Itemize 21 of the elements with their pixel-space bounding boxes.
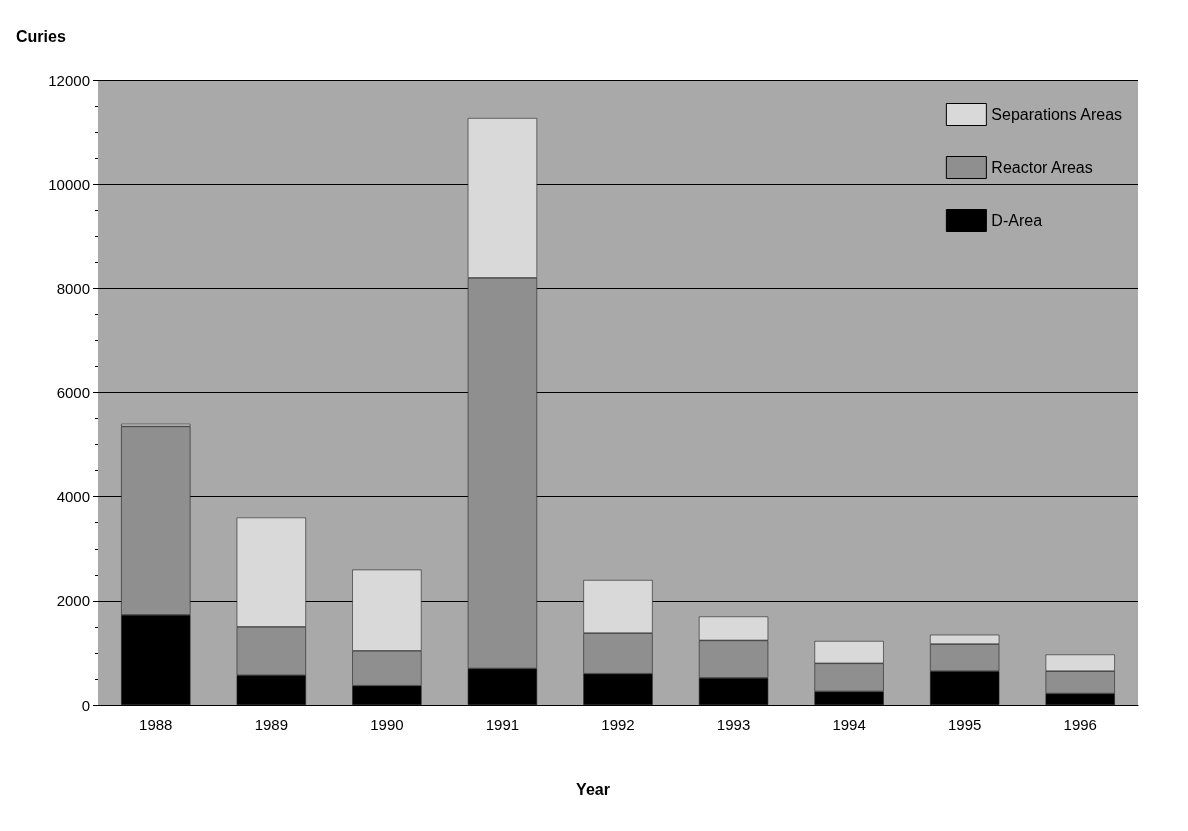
y-tick-label: 0 [81, 696, 90, 714]
y-tick-label: 8000 [56, 279, 90, 297]
x-tick-label: 1994 [832, 716, 866, 733]
x-tick-label: 1988 [139, 716, 173, 733]
y-tick-label: 6000 [56, 384, 90, 401]
x-tick-label: 1990 [370, 716, 404, 733]
x-tick-label: 1995 [947, 716, 982, 733]
x-tick-label: 1989 [254, 716, 289, 733]
legend-label: Separations Areas [991, 106, 1123, 123]
y-tick-label: 2000 [56, 592, 90, 610]
x-tick-label: 1991 [485, 716, 520, 733]
y-tick-label: 4000 [56, 488, 90, 506]
x-tick-label: 1993 [716, 716, 751, 733]
legend-label: Reactor Areas [991, 159, 1093, 176]
y-tick-label: 12000 [48, 71, 90, 89]
y-tick-label: 10000 [48, 175, 90, 193]
x-axis-title: Year [576, 780, 610, 798]
legend-label: D-Area [991, 212, 1043, 229]
x-tick-label: 1996 [1063, 716, 1097, 733]
y-axis-title: Curies [16, 27, 66, 45]
x-tick-label: 1992 [601, 716, 635, 733]
